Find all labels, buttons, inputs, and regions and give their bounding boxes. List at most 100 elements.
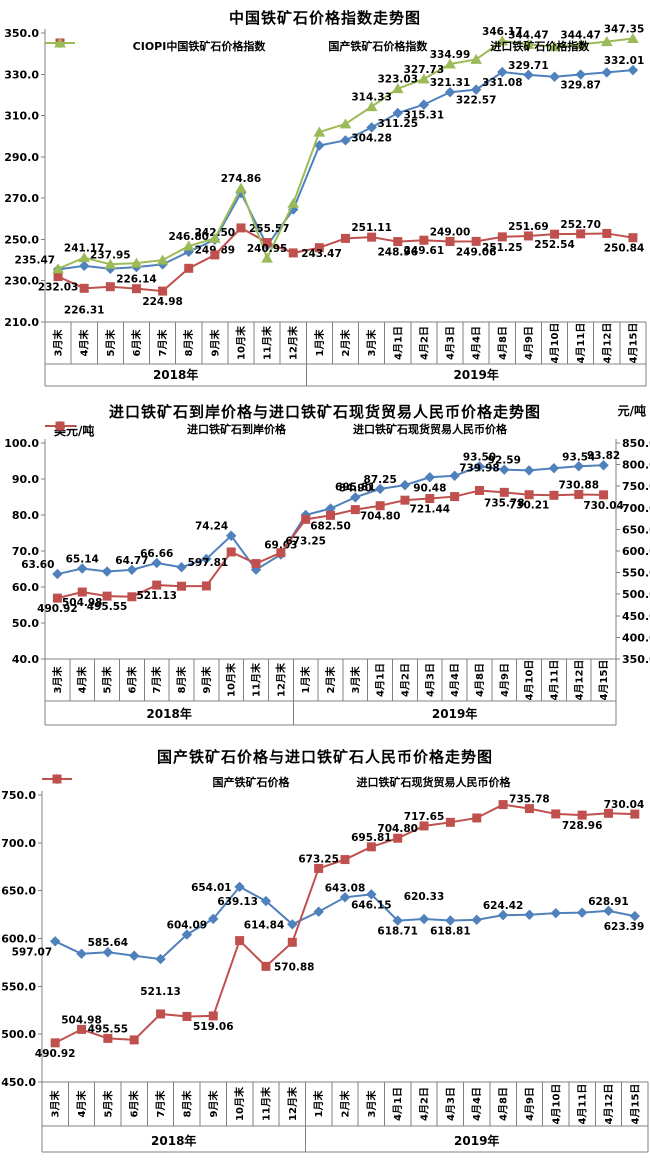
legend-item: 进口铁矿石现货贸易人民币价格 [42, 774, 511, 790]
svg-text:12月末: 12月末 [286, 1086, 299, 1121]
svg-text:87.25: 87.25 [364, 474, 397, 486]
svg-text:3月末: 3月末 [51, 666, 64, 694]
chart-title: 进口铁矿石到岸价格与进口铁矿石现货贸易人民币价格走势图 [108, 403, 541, 421]
svg-text:5月末: 5月末 [104, 329, 117, 357]
legend-diamond-marker-icon [45, 38, 130, 51]
svg-text:4月3日: 4月3日 [445, 326, 457, 360]
svg-text:66.66: 66.66 [140, 548, 173, 560]
chart-china-iron-ore-price-index: 中国铁矿石价格指数走势图 CIOPI中国铁矿石价格指数 国产铁矿石价格指数 进口… [0, 0, 650, 395]
svg-text:2018年: 2018年 [153, 367, 198, 382]
svg-text:249.61: 249.61 [404, 245, 445, 257]
svg-text:243.47: 243.47 [301, 248, 342, 260]
svg-text:224.98: 224.98 [142, 296, 183, 308]
svg-text:84.90: 84.90 [339, 482, 372, 494]
chart-canvas: 100.0 90.0 80.0 70.0 60.0 50.0 40.0 850.0 800.0 7… [4, 437, 650, 726]
svg-text:4月10日: 4月10日 [549, 323, 561, 364]
svg-text:93.54: 93.54 [562, 451, 595, 463]
svg-text:650.0: 650.0 [1, 885, 36, 898]
svg-text:8月末: 8月末 [180, 1090, 193, 1118]
svg-text:504.98: 504.98 [61, 1014, 102, 1026]
svg-text:323.03: 323.03 [377, 74, 418, 86]
svg-text:304.28: 304.28 [351, 132, 392, 144]
svg-text:315.31: 315.31 [404, 110, 445, 122]
svg-text:4月1日: 4月1日 [375, 663, 387, 697]
svg-text:347.35: 347.35 [604, 23, 645, 35]
svg-text:4月11日: 4月11日 [548, 660, 560, 701]
legend-square-marker-icon [42, 774, 354, 787]
svg-text:9月末: 9月末 [207, 1090, 220, 1118]
svg-text:311.25: 311.25 [377, 118, 418, 130]
chart-import-cif-vs-rmb-price: 进口铁矿石到岸价格与进口铁矿石现货贸易人民币价格走势图 美元/吨 元/吨 进口铁… [0, 395, 650, 730]
legend-item: 进口铁矿石现货贸易人民币价格 [45, 421, 507, 437]
svg-text:329.87: 329.87 [560, 80, 601, 92]
svg-text:334.99: 334.99 [430, 49, 471, 61]
svg-text:2月末: 2月末 [339, 1090, 352, 1118]
legend-diamond-marker-icon [42, 774, 210, 787]
chart-canvas: 750.0 700.0 650.0 600.0 550.0 500.0 450.0 3月末 4月… [1, 789, 649, 1153]
svg-text:4月末: 4月末 [76, 666, 89, 694]
svg-text:4月8日: 4月8日 [498, 1087, 510, 1121]
svg-text:11月末: 11月末 [261, 325, 274, 360]
svg-text:3月末: 3月末 [365, 1090, 378, 1118]
svg-text:620.33: 620.33 [404, 891, 445, 903]
svg-text:4月2日: 4月2日 [399, 663, 411, 697]
svg-text:639.13: 639.13 [217, 896, 258, 908]
svg-text:4月2日: 4月2日 [418, 326, 430, 360]
svg-text:250.0: 250.0 [4, 233, 39, 246]
svg-text:597.07: 597.07 [12, 946, 53, 958]
svg-text:12月末: 12月末 [274, 662, 287, 697]
legend-square-marker-icon [45, 38, 325, 51]
svg-text:252.54: 252.54 [534, 239, 575, 251]
svg-text:1月末: 1月末 [313, 329, 326, 357]
svg-text:750.0: 750.0 [1, 789, 36, 802]
svg-text:739.98: 739.98 [459, 463, 500, 475]
legend-label: 国产铁矿石价格指数 [328, 40, 428, 53]
svg-text:730.04: 730.04 [604, 799, 645, 811]
svg-text:2019年: 2019年 [432, 706, 477, 721]
svg-text:7月末: 7月末 [154, 1090, 167, 1118]
svg-text:4月10日: 4月10日 [524, 660, 536, 701]
svg-text:4月4日: 4月4日 [471, 1087, 483, 1121]
svg-text:92.59: 92.59 [488, 455, 521, 467]
svg-text:237.95: 237.95 [90, 249, 131, 261]
svg-text:519.06: 519.06 [193, 1021, 234, 1033]
svg-text:682.50: 682.50 [310, 520, 351, 532]
svg-text:695.81: 695.81 [351, 832, 392, 844]
svg-text:1月末: 1月末 [312, 1090, 325, 1118]
svg-text:4月10日: 4月10日 [550, 1084, 562, 1125]
svg-text:6月末: 6月末 [128, 1090, 141, 1118]
svg-text:3月末: 3月末 [349, 666, 362, 694]
svg-text:8月末: 8月末 [182, 329, 195, 357]
svg-text:717.65: 717.65 [404, 811, 445, 823]
svg-text:1月末: 1月末 [299, 666, 312, 694]
svg-text:730.04: 730.04 [583, 500, 624, 512]
svg-text:74.24: 74.24 [195, 521, 228, 533]
svg-text:4月15日: 4月15日 [627, 323, 639, 364]
svg-text:40.0: 40.0 [12, 653, 39, 666]
svg-text:290.0: 290.0 [4, 151, 39, 164]
svg-text:10月末: 10月末 [234, 325, 247, 360]
svg-text:330.0: 330.0 [4, 68, 39, 81]
svg-text:4月9日: 4月9日 [524, 1087, 536, 1121]
svg-text:350.0: 350.0 [4, 27, 39, 40]
svg-text:728.96: 728.96 [562, 820, 603, 832]
svg-text:232.03: 232.03 [38, 282, 79, 294]
svg-text:90.0: 90.0 [12, 473, 39, 486]
svg-text:4月末: 4月末 [75, 1090, 88, 1118]
svg-text:250.84: 250.84 [604, 243, 645, 255]
svg-text:252.70: 252.70 [560, 219, 601, 231]
svg-text:730.88: 730.88 [558, 479, 599, 491]
svg-text:643.08: 643.08 [325, 882, 366, 894]
svg-text:735.78: 735.78 [509, 794, 550, 806]
svg-text:2月末: 2月末 [324, 666, 337, 694]
svg-text:654.01: 654.01 [191, 882, 232, 894]
svg-text:495.55: 495.55 [87, 601, 128, 613]
legend-item: 国产铁矿石价格指数 [45, 38, 428, 54]
svg-text:10月末: 10月末 [225, 662, 238, 697]
svg-text:5月末: 5月末 [101, 1090, 114, 1118]
svg-text:695.81: 695.81 [335, 482, 376, 494]
svg-text:65.14: 65.14 [66, 553, 99, 565]
svg-text:4月3日: 4月3日 [424, 663, 436, 697]
legend-label: 进口铁矿石价格指数 [490, 40, 590, 53]
